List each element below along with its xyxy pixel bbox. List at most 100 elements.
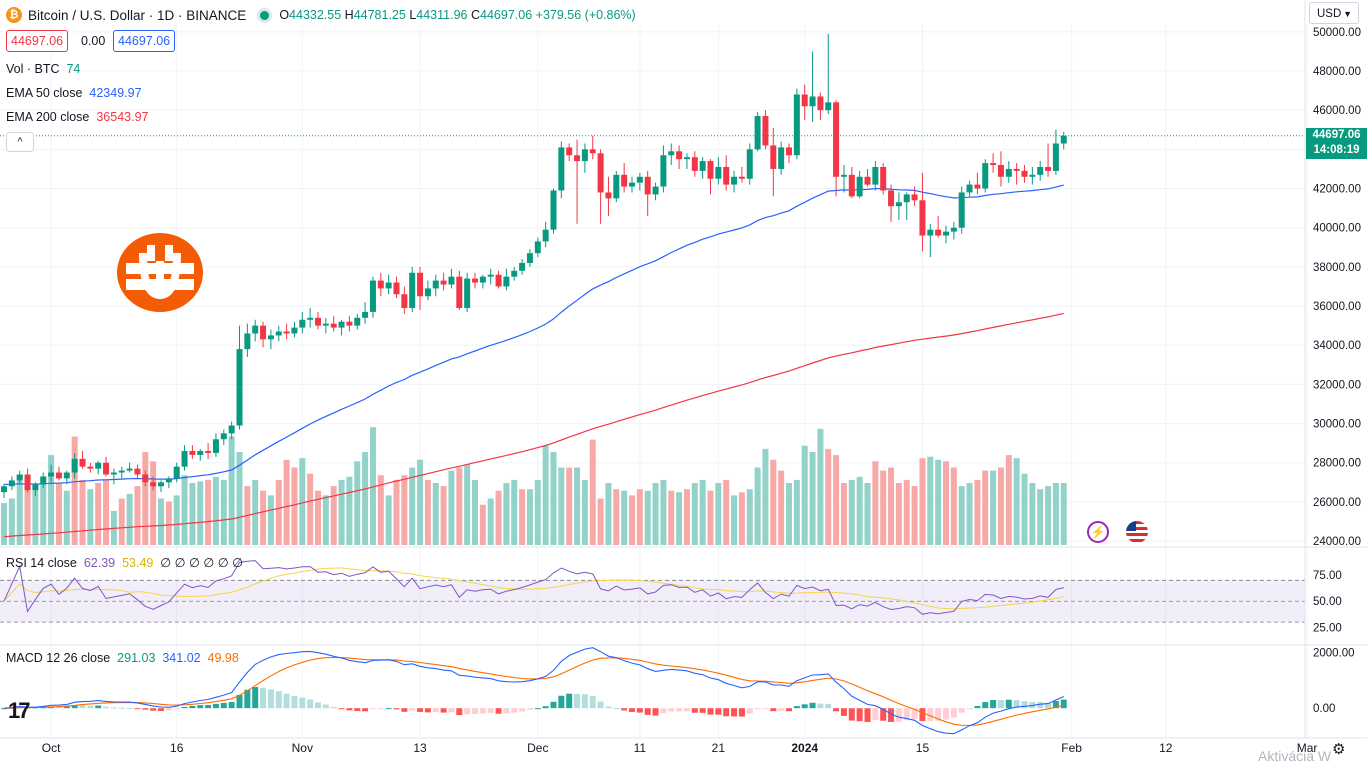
macd-histogram-bar <box>236 694 243 709</box>
candle-body <box>605 192 612 199</box>
currency-select[interactable]: USD ▼ <box>1309 2 1359 24</box>
candle-body <box>793 94 800 156</box>
volume-bar <box>511 479 518 545</box>
macd-histogram-bar <box>997 700 1004 709</box>
candle-body <box>597 153 604 193</box>
volume-bar <box>809 452 816 545</box>
macd-histogram-bar <box>385 708 392 710</box>
volume-bar <box>16 475 23 545</box>
legend-ema50[interactable]: EMA 50 close 42349.97 <box>6 86 142 100</box>
candle-body <box>1 486 7 493</box>
candle-body <box>362 311 369 318</box>
macd-histogram-bar <box>24 707 31 709</box>
candle-body <box>464 278 471 309</box>
time-tick-label: Feb <box>1061 741 1082 755</box>
time-tick-label: Oct <box>42 741 61 755</box>
macd-histogram-bar <box>244 689 251 709</box>
volume-bar <box>362 452 369 545</box>
volume-bar <box>731 495 738 545</box>
candle-body <box>848 174 855 197</box>
candle-body <box>244 333 251 350</box>
macd-histogram-bar <box>448 708 455 713</box>
volume-bar <box>134 486 141 545</box>
candle-body <box>770 145 777 169</box>
candle-body <box>369 280 376 312</box>
candle-body <box>189 450 196 455</box>
volume-bar <box>534 479 541 545</box>
volume-bar <box>1029 483 1036 545</box>
candle-body <box>526 253 533 263</box>
candle-body <box>220 433 227 440</box>
volume-bar <box>605 483 612 545</box>
macd-histogram-bar <box>1052 701 1059 709</box>
volume-bar <box>299 458 306 545</box>
candle-body <box>723 166 730 185</box>
candle-body <box>621 174 628 187</box>
macd-histogram-bar <box>566 693 573 709</box>
volume-bar <box>801 445 808 545</box>
spread-value: 0.00 <box>81 34 106 48</box>
volume-bar <box>456 467 463 545</box>
time-tick-label: Dec <box>527 741 548 755</box>
candle-body <box>150 482 157 487</box>
sell-button[interactable]: 44697.06 <box>6 30 69 52</box>
ema-lines <box>3 184 1064 538</box>
macd-histogram-bar <box>32 707 39 709</box>
legend-ema200[interactable]: EMA 200 close 36543.97 <box>6 110 149 124</box>
volume-bar <box>581 479 588 545</box>
candle-body <box>495 274 502 287</box>
macd-histogram-bar <box>503 708 510 714</box>
volume-bar <box>291 467 298 545</box>
volume-bar <box>691 483 698 545</box>
volume-bar <box>950 467 957 545</box>
macd-histogram-bar <box>880 708 887 721</box>
macd-line <box>3 647 1065 735</box>
candle-body <box>833 102 840 177</box>
chevron-down-icon: ▼ <box>1343 9 1352 19</box>
candle-body <box>393 282 400 295</box>
candle-body <box>40 476 47 485</box>
volume-bar <box>786 483 792 545</box>
candle-body <box>997 165 1004 177</box>
gear-icon[interactable]: ⚙ <box>1332 741 1346 758</box>
macd-histogram-bar <box>212 703 219 709</box>
macd-histogram-bar <box>354 708 361 712</box>
legend-volume[interactable]: Vol · BTC 74 <box>6 62 81 76</box>
lightning-icon[interactable]: ⚡ <box>1087 521 1109 543</box>
candle-body <box>448 276 455 285</box>
macd-histogram-bar <box>71 705 78 709</box>
macd-histogram-bar <box>95 705 102 709</box>
price-tick-label: 26000.00 <box>1313 497 1361 509</box>
macd-histogram-bar <box>205 704 212 709</box>
collapse-legend-button[interactable]: ^ <box>6 132 34 152</box>
legend-macd[interactable]: MACD 12 26 close 291.03 341.02 49.98 <box>6 651 239 665</box>
us-flag-icon[interactable] <box>1126 521 1148 543</box>
candle-body <box>32 484 39 491</box>
candle-body <box>872 166 879 185</box>
symbol-title[interactable]: Bitcoin / U.S. Dollar · 1D · BINANCE <box>28 7 247 23</box>
macd-histogram-bar <box>110 707 117 709</box>
macd-histogram-bar <box>283 693 290 709</box>
macd-histogram-bar <box>275 691 282 709</box>
volume-bar <box>417 459 424 545</box>
legend-rsi[interactable]: RSI 14 close 62.39 53.49 ∅ ∅ ∅ ∅ ∅ ∅ <box>6 556 243 570</box>
candle-body <box>377 280 384 289</box>
volume-bar <box>542 445 549 545</box>
candle-body <box>778 147 785 169</box>
candle-body <box>566 147 573 156</box>
macd-histogram-bar <box>574 693 581 709</box>
volume-bar <box>723 479 730 545</box>
volume-bar <box>715 483 722 545</box>
volume-bar <box>911 486 918 545</box>
candle-body <box>574 155 581 162</box>
candle-body <box>895 202 902 207</box>
macd-histogram-bar <box>817 703 824 709</box>
candle-body <box>519 262 526 271</box>
price-tick-label: 40000.00 <box>1313 223 1361 235</box>
volume-bar <box>322 495 329 545</box>
candle-body <box>880 166 887 191</box>
buy-button[interactable]: 44697.06 <box>113 30 176 52</box>
price-tick-label: 46000.00 <box>1313 105 1361 117</box>
candle-body <box>456 276 463 309</box>
